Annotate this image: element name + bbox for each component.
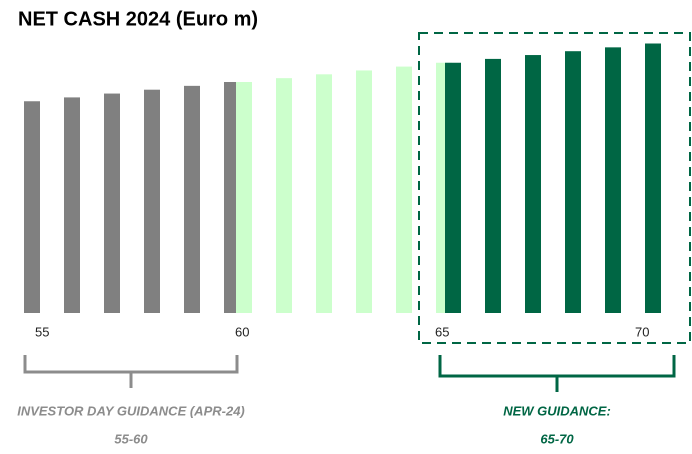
gray-brace <box>23 355 239 388</box>
chart-title: NET CASH 2024 (Euro m) <box>18 8 258 30</box>
x-tick-label: 55 <box>35 324 49 339</box>
bar <box>184 85 200 313</box>
bar <box>24 101 40 313</box>
annotation: NEW GUIDANCE: <box>503 403 611 418</box>
bar <box>485 58 501 314</box>
x-tick-label: 65 <box>435 324 449 339</box>
annotation: INVESTOR DAY GUIDANCE (APR-24) <box>17 403 245 418</box>
bar <box>525 55 541 314</box>
bar <box>356 70 372 313</box>
bar <box>64 97 80 314</box>
bar <box>445 62 461 313</box>
annotation-range: 65-70 <box>540 431 574 446</box>
x-tick-label: 60 <box>235 324 249 339</box>
bar <box>316 74 332 313</box>
bar <box>144 89 160 313</box>
bar <box>236 82 252 313</box>
annotation-range: 55-60 <box>114 431 148 446</box>
bar <box>565 51 581 313</box>
bar <box>645 43 661 313</box>
highlight-box <box>418 32 691 344</box>
bar <box>104 93 120 313</box>
x-tick-label: 70 <box>635 324 649 339</box>
green-brace <box>438 355 676 392</box>
bar <box>276 78 292 314</box>
bar <box>396 66 412 313</box>
bar <box>605 47 621 313</box>
